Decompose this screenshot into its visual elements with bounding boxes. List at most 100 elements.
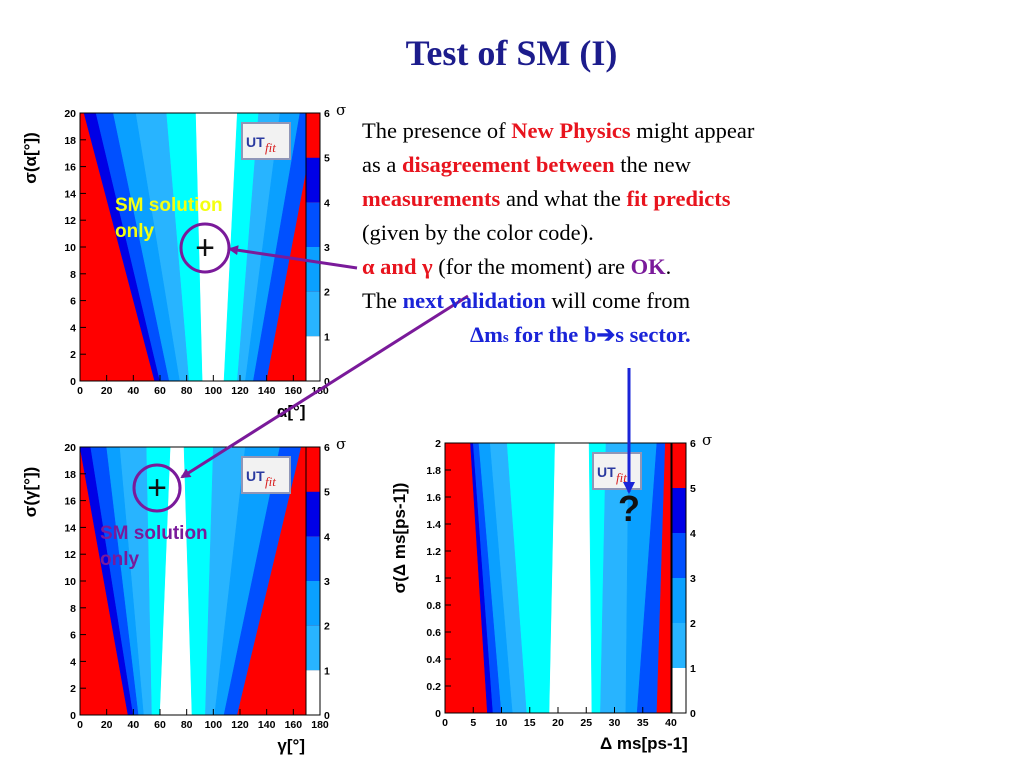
scale-tick-label: 3 (324, 576, 330, 588)
scale-band (672, 623, 686, 668)
y-tick-label: 0.4 (426, 654, 441, 666)
x-tick-label: 20 (552, 717, 564, 729)
annotation-overlays: + + (132, 222, 635, 513)
scale-tick-label: 6 (324, 108, 330, 120)
y-tick-label: 2 (70, 683, 76, 695)
text-seg: (for the moment) are (432, 254, 631, 279)
scale-tick-label: 1 (324, 665, 330, 677)
x-tick-label: 100 (205, 719, 223, 731)
utfit-logo-text: UT (246, 134, 265, 150)
scale-tick-label: 2 (690, 618, 696, 630)
y-axis-label: σ(Δ ms[ps-1]) (390, 483, 409, 594)
y-tick-label: 10 (64, 576, 76, 588)
y-tick-label: 2 (70, 349, 76, 361)
scale-frame (305, 112, 321, 382)
text-seg: . (665, 254, 672, 279)
x-tick-label: 60 (154, 385, 166, 397)
y-tick-label: 0 (70, 710, 76, 722)
text-line-4: (given by the color code). (362, 220, 594, 245)
text-alpha-gamma: α and γ (362, 254, 433, 279)
x-tick-label: 120 (231, 719, 249, 731)
text-line-5: α and γ (for the moment) are OK. (362, 250, 942, 284)
scale-tick-label: 6 (690, 438, 696, 450)
y-tick-label: 6 (70, 630, 76, 642)
x-tick-label: 40 (665, 717, 677, 729)
scale-tick-label: 6 (324, 442, 330, 454)
utfit-logo-text: fit (265, 140, 276, 155)
scale-tick-label: 3 (324, 242, 330, 254)
scale-tick-label: 3 (690, 573, 696, 585)
x-tick-label: 30 (609, 717, 621, 729)
x-tick-label: 160 (285, 719, 303, 731)
scale-band (306, 447, 320, 492)
y-tick-label: 1.2 (426, 546, 441, 558)
scale-band (306, 491, 320, 537)
x-tick-label: 160 (285, 385, 303, 397)
scale-band (306, 247, 320, 292)
y-tick-label: 8 (70, 269, 76, 281)
sm-solution-label-gamma: SM solution only (100, 521, 208, 573)
y-tick-label: 14 (64, 522, 76, 534)
scale-band (672, 488, 686, 533)
sm-circle-gamma (132, 463, 182, 513)
y-tick-label: 20 (64, 442, 76, 454)
x-tick-label: 100 (205, 385, 223, 397)
x-tick-label: 120 (231, 385, 249, 397)
x-tick-label: 25 (580, 717, 592, 729)
scale-band (672, 578, 686, 623)
arrow-to-gamma-point (180, 294, 469, 479)
ann-line: only (100, 549, 140, 570)
scale-tick-label: 4 (324, 197, 330, 209)
utfit-logo-text: fit (616, 470, 627, 485)
x-tick-label: 15 (524, 717, 536, 729)
scale-tick-label: 0 (324, 376, 330, 388)
y-tick-label: 2 (435, 438, 441, 450)
text-line-1: The presence of New Physics might appear (362, 114, 942, 148)
y-tick-label: 4 (70, 322, 76, 334)
sm-plus-alpha: + (195, 229, 215, 267)
scale-tick-label: 2 (324, 621, 330, 633)
scale-label: σ (336, 101, 346, 119)
text-dms: Δm (470, 322, 503, 347)
y-tick-label: 1.8 (426, 465, 441, 477)
y-tick-label: 18 (64, 135, 76, 147)
y-tick-label: 0.6 (426, 627, 441, 639)
ann-line: SM solution (100, 523, 208, 544)
utfit-logo-text: fit (265, 474, 276, 489)
scale-band (306, 202, 320, 247)
y-tick-label: 12 (64, 549, 76, 561)
scale-band (306, 336, 320, 381)
x-tick-label: 20 (101, 385, 113, 397)
text-seg: s sector. (615, 322, 691, 347)
scale-tick-label: 0 (324, 710, 330, 722)
y-tick-label: 14 (64, 188, 76, 200)
y-tick-label: 4 (70, 656, 76, 668)
text-seg: as a (362, 152, 402, 177)
scale-band (306, 157, 320, 203)
text-line-2: as a disagreement between the new (362, 148, 942, 182)
explanation-text: The presence of New Physics might appear… (362, 114, 942, 355)
utfit-logo (241, 122, 291, 160)
scale-band (306, 536, 320, 581)
scale-label: σ (336, 435, 346, 453)
scale-band (672, 533, 686, 578)
text-line-7: Δms for the b➔s sector. (362, 318, 942, 355)
text-seg: The presence of (362, 118, 512, 143)
scale-band (306, 625, 320, 671)
scale-tick-label: 2 (324, 287, 330, 299)
scale-frame (671, 442, 687, 714)
y-tick-label: 20 (64, 108, 76, 120)
y-axis-label: σ(α[°]) (21, 132, 40, 184)
y-tick-label: 1.6 (426, 492, 441, 504)
x-axis-label: α[°] (277, 402, 306, 421)
utfit-logo (241, 456, 291, 494)
x-tick-label: 35 (637, 717, 649, 729)
scale-tick-label: 5 (324, 487, 330, 499)
arrow-right-icon: ➔ (596, 322, 616, 347)
x-tick-label: 180 (311, 719, 329, 731)
x-tick-label: 20 (101, 719, 113, 731)
scale-band (306, 113, 320, 158)
x-tick-label: 0 (77, 719, 83, 731)
x-tick-label: 5 (470, 717, 476, 729)
